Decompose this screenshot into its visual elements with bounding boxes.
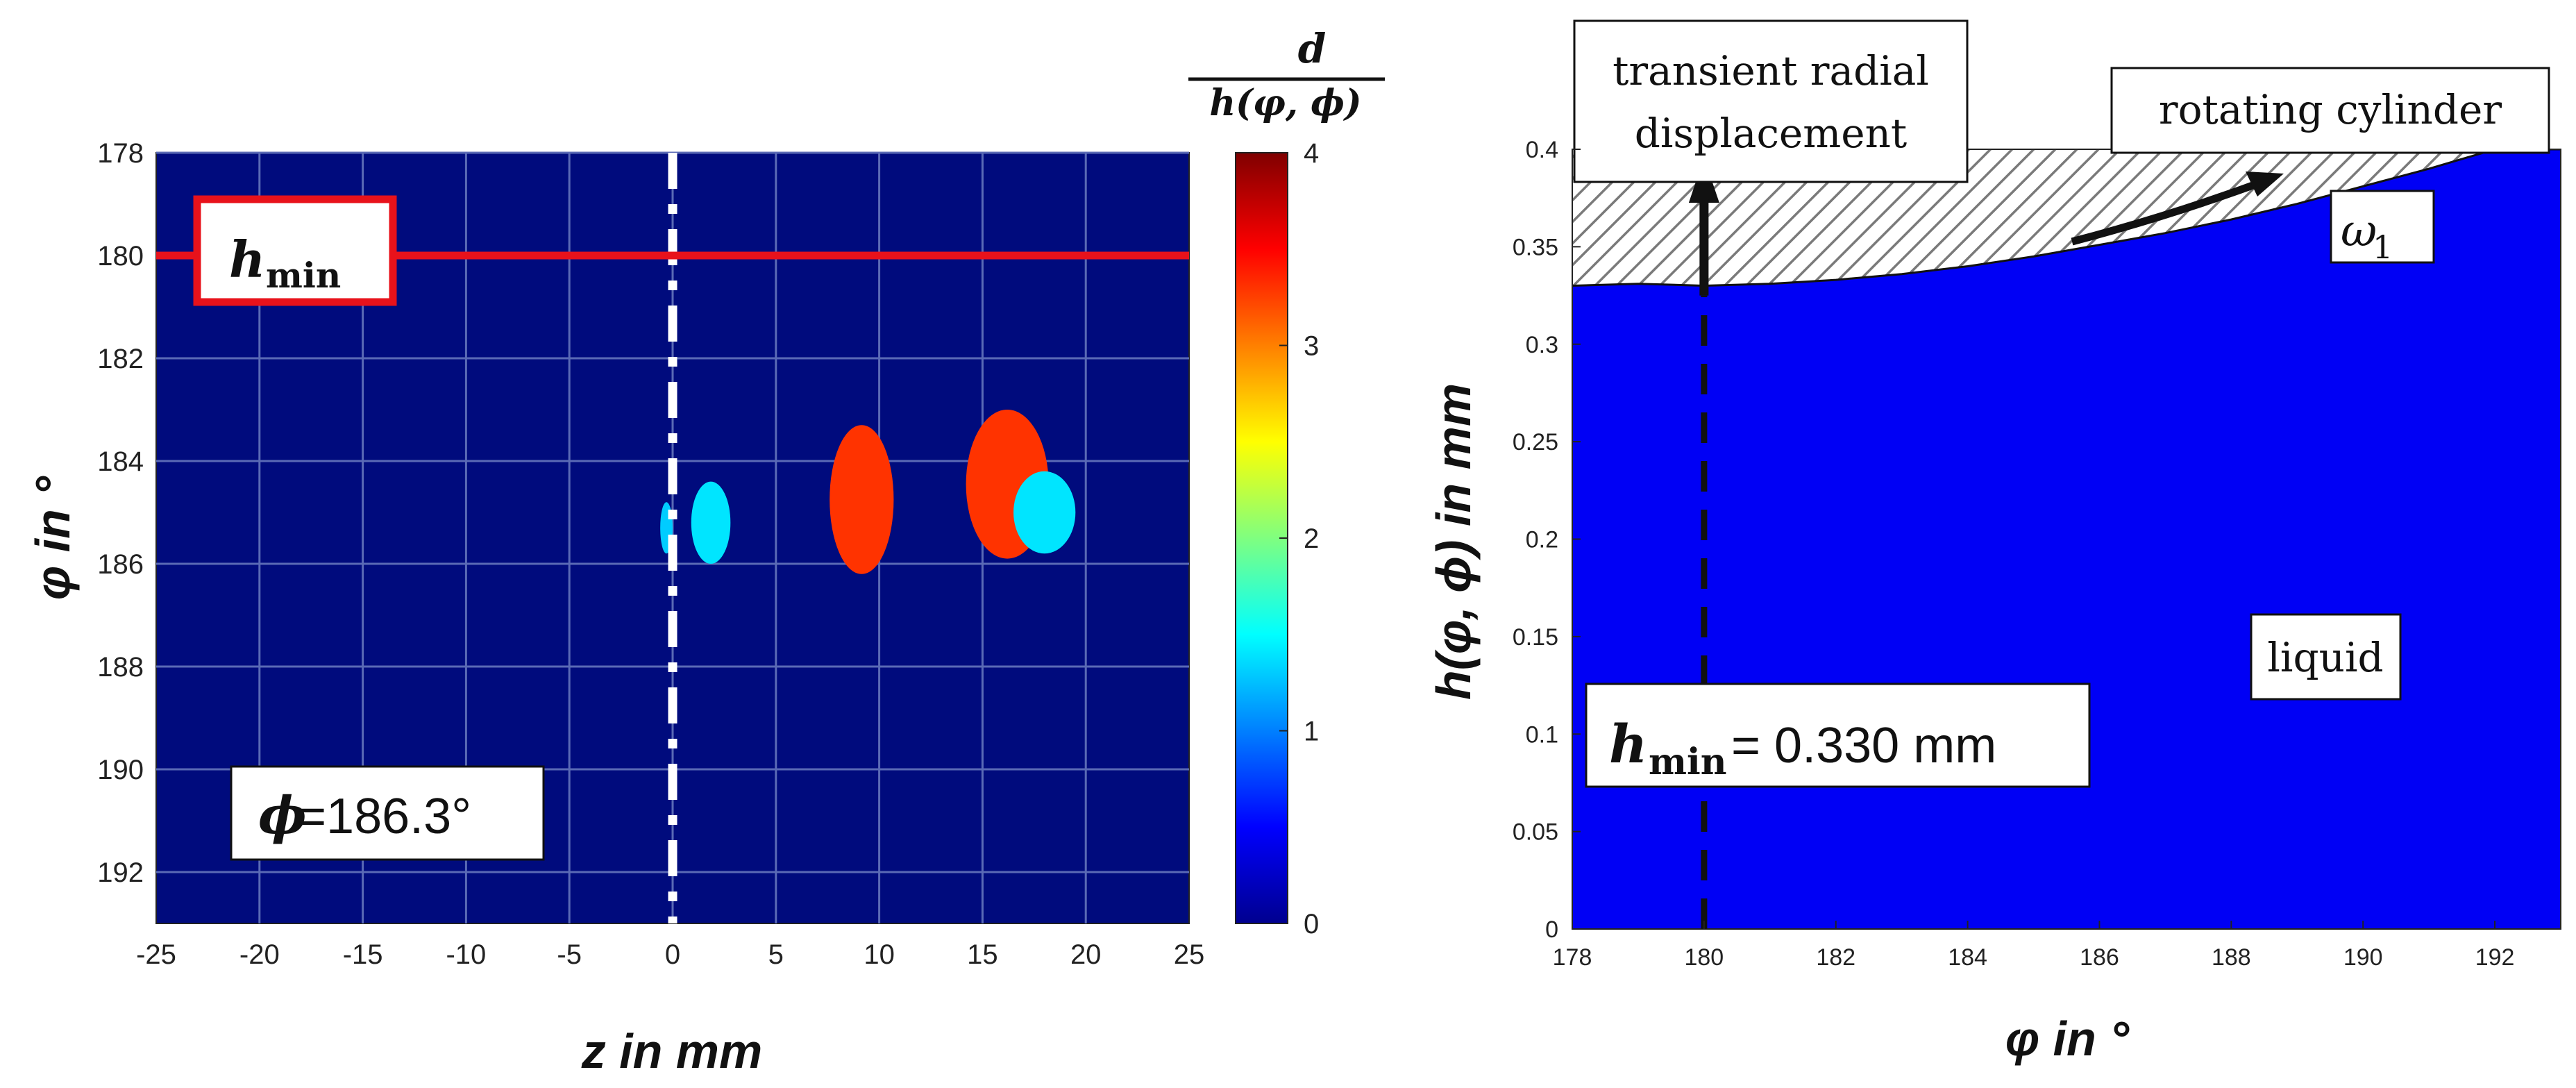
transient-label-line2: displacement [1635, 110, 1908, 157]
area-y-tick-label: 0.1 [1526, 721, 1558, 748]
liquid-label-box: liquid [2250, 613, 2402, 701]
colorbar-label-numerator: d [1298, 25, 1327, 72]
omega-symbol: ω [2341, 206, 2377, 257]
liquid-surface-line [1572, 149, 2561, 287]
area-x-label: φ in ° [2005, 1012, 2130, 1066]
colorbar-tick-label: 4 [1304, 138, 1319, 169]
heatmap-x-tick-label: 10 [864, 939, 895, 970]
area-x-tick-label: 178 [1553, 944, 1592, 971]
colorbar: 0 1 2 3 4 d h(φ, ϕ) [1188, 25, 1385, 939]
omega-subscript: 1 [2373, 228, 2393, 266]
hmin-value-box: h min = 0.330 mm [1585, 683, 2091, 788]
heatmap-x-tick-label: -20 [239, 939, 280, 970]
area-y-tick-label: 0.4 [1526, 137, 1558, 163]
heatmap-x-label: z in mm [581, 1024, 763, 1078]
phi-symbol: ϕ [258, 786, 307, 846]
heatmap-y-tick-label: 190 [97, 755, 144, 785]
area-x-tick-label: 190 [2343, 944, 2383, 971]
heatmap-x-tick-label: -5 [557, 939, 582, 970]
hmin-label-h: h [229, 230, 265, 289]
heatmap-x-ticks: -25 -20 -15 -10 -5 0 5 10 15 20 25 [136, 939, 1204, 970]
hmin-label-sub: min [266, 255, 341, 296]
heatmap-y-tick-label: 186 [97, 549, 144, 580]
area-y-tick-label: 0.2 [1526, 527, 1558, 553]
colorbar-tick-label: 2 [1304, 524, 1319, 554]
heatmap-y-tick-label: 182 [97, 344, 144, 374]
colorbar-label-denominator: h(φ, ϕ) [1209, 82, 1361, 124]
transient-label-box: transient radial displacement [1573, 19, 1969, 183]
colorbar-ticks: 0 1 2 3 4 [1279, 138, 1319, 939]
rotation-arrowhead [2246, 171, 2284, 196]
area-y-label: h(φ, ϕ) in mm [1426, 383, 1481, 700]
heatmap-x-tick-label: 5 [768, 939, 784, 970]
area-x-tick-label: 186 [2080, 944, 2119, 971]
heatmap-blob [1013, 471, 1076, 554]
heatmap-x-tick-label: -10 [446, 939, 486, 970]
heatmap-y-label: φ in ° [26, 476, 80, 600]
heatmap-y-tick-label: 192 [97, 857, 144, 888]
hmin-value-text: = 0.330 mm [1731, 718, 1996, 773]
area-chart: transient radial displacement rotating c… [1426, 19, 2561, 1066]
liquid-label: liquid [2267, 634, 2383, 681]
area-x-tick-label: 192 [2475, 944, 2515, 971]
rotating-label-box: rotating cylinder [2110, 67, 2550, 154]
phi-value: =186.3° [297, 789, 471, 844]
area-y-ticks: 0 0.05 0.1 0.15 0.2 0.25 0.3 0.35 0.4 [1513, 137, 1581, 943]
rotation-arrow [2071, 175, 2271, 246]
area-x-tick-label: 180 [1684, 944, 1724, 971]
transient-label-line1: transient radial [1613, 47, 1929, 94]
heatmap-x-tick-label: -25 [136, 939, 176, 970]
area-x-tick-label: 182 [1816, 944, 1855, 971]
heatmap-y-tick-label: 178 [97, 138, 144, 169]
heatmap-y-tick-label: 188 [97, 652, 144, 683]
heatmap-x-tick-label: 0 [665, 939, 680, 970]
heatmap-blob [830, 425, 894, 574]
heatmap-blob [691, 481, 731, 564]
area-y-tick-label: 0.3 [1526, 332, 1558, 358]
area-x-ticks: 178 180 182 184 186 188 190 192 [1553, 921, 2515, 971]
colorbar-tick-label: 3 [1304, 331, 1319, 362]
cylinder-hatch-region [1572, 149, 2561, 286]
hmin-value-h: h [1609, 713, 1647, 775]
hmin-value-sub: min [1649, 741, 1727, 783]
area-x-tick-label: 184 [1948, 944, 1987, 971]
heatmap-x-tick-label: 15 [967, 939, 998, 970]
heatmap-chart: h min ϕ =186.3° -25 -20 -15 -10 -5 0 5 10 15 20 25… [26, 138, 1204, 1078]
omega-label-box: ω 1 [2330, 190, 2435, 266]
area-y-tick-label: 0.05 [1513, 819, 1558, 846]
heatmap-x-tick-label: 20 [1070, 939, 1102, 970]
rotating-label: rotating cylinder [2159, 86, 2502, 133]
hmin-label-box: h min [193, 195, 397, 306]
heatmap-x-tick-label: 25 [1174, 939, 1205, 970]
area-y-tick-label: 0.25 [1513, 429, 1558, 455]
heatmap-x-tick-label: -15 [343, 939, 383, 970]
heatmap-y-tick-label: 180 [97, 241, 144, 271]
heatmap-y-ticks: 178 180 182 184 186 188 190 192 [97, 138, 144, 888]
colorbar-tick-label: 1 [1304, 717, 1319, 747]
area-y-tick-label: 0.35 [1513, 234, 1558, 260]
area-y-tick-label: 0 [1545, 917, 1558, 943]
phi-annotation-box: ϕ =186.3° [230, 765, 545, 861]
area-y-tick-label: 0.15 [1513, 624, 1558, 651]
colorbar-tick-label: 0 [1304, 909, 1319, 939]
area-x-tick-label: 188 [2212, 944, 2251, 971]
heatmap-y-tick-label: 184 [97, 446, 144, 477]
